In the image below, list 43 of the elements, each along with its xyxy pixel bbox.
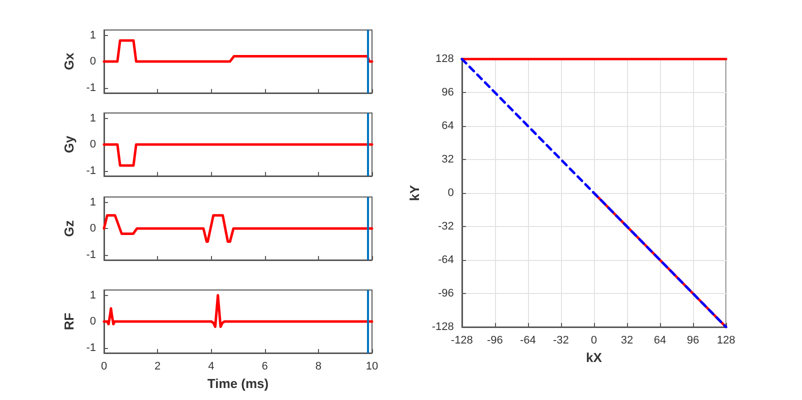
y-tick-label: -96 [438,288,454,300]
y-tick-label: -1 [86,82,96,94]
x-tick-label: -32 [552,334,569,346]
x-tick-label: 4 [208,360,214,372]
x-tick-label: 10 [366,360,378,372]
x-tick-label: 0 [590,334,598,346]
y-tick-label: 0 [448,187,454,199]
y-tick-label: 96 [442,86,454,98]
y-tick-label: 0 [90,56,96,68]
y-tick-label: 32 [442,154,454,166]
x-axis-title: Time (ms) [207,376,269,391]
y-tick-label: -1 [86,342,96,354]
y-tick-label: 0 [90,316,96,328]
x-tick-label: -128 [450,334,473,346]
y-axis-title: Gx [61,52,76,70]
x-tick-label: 96 [686,334,700,346]
y-tick-label: 128 [436,53,454,65]
y-axis-title: RF [61,312,76,330]
y-tick-label: 0 [90,222,96,234]
y-axis-title: Gy [61,135,76,154]
y-tick-label: 64 [442,120,454,132]
y-tick-label: 1 [90,289,96,302]
y-axis-title: Gz [61,220,76,237]
x-tick-label: 8 [315,360,322,372]
y-tick-label: -32 [438,220,454,232]
x-axis-title: kX [586,350,602,365]
x-tick-label: 0 [100,360,108,372]
x-tick-label: 32 [620,334,634,346]
x-tick-label: 64 [654,334,666,346]
x-tick-label: 6 [262,360,268,372]
y-tick-label: -64 [438,254,454,266]
x-tick-label: -96 [486,334,503,346]
y-tick-label: -1 [86,164,96,177]
x-tick-label: -64 [520,334,536,346]
y-axis-title: kY [407,184,422,201]
y-tick-label: -1 [86,248,96,261]
y-tick-label: 1 [90,196,96,208]
x-tick-label: 128 [716,334,736,346]
y-tick-label: 1 [90,112,96,124]
y-tick-label: -128 [432,321,454,333]
y-tick-label: 1 [90,29,96,42]
x-tick-label: 2 [154,360,161,372]
y-tick-label: 0 [90,138,96,150]
